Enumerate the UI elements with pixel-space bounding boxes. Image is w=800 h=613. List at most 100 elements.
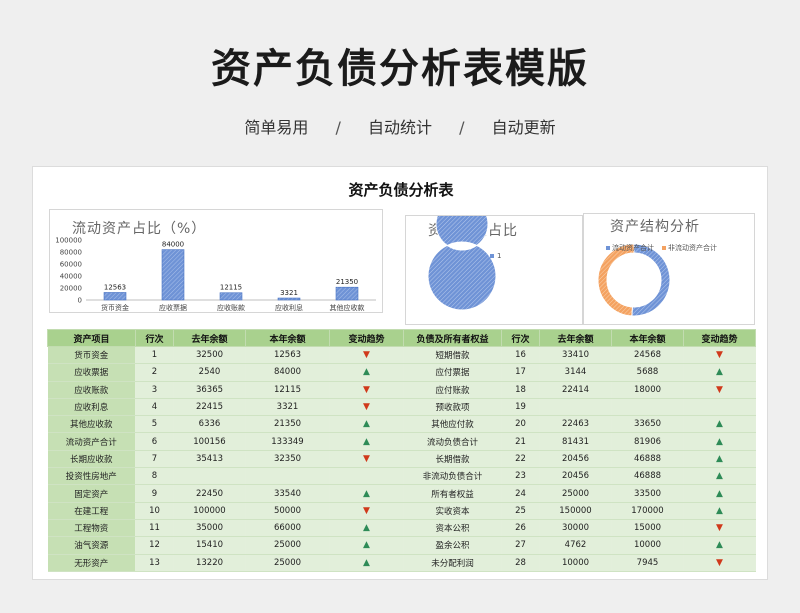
table-row: 工程物资 11 35000 66000 ▲ 资本公积 26 30000 15000 ▼ [47, 519, 756, 538]
trend-up-icon: ▲ [363, 557, 370, 568]
table-cell: 3 [135, 381, 174, 399]
table-header-cell: 变动趋势 [683, 329, 756, 347]
table-row: 无形资产 13 13220 25000 ▲ 未分配利润 28 10000 7945 ▼ [47, 554, 756, 572]
legend-swatch [490, 254, 494, 258]
table-cell: 46888 [611, 467, 684, 486]
donut-chart-panel-liability[interactable]: 资产负债占比 1 [405, 215, 583, 325]
trend-cell: ▲ [683, 467, 756, 486]
table-cell: 长期应收款 [47, 450, 136, 469]
table-cell: 1 [135, 346, 174, 365]
donut-chart-panel-structure[interactable]: 资产结构分析 流动资产合计 非流动资产合计 [583, 213, 755, 325]
trend-up-icon: ▲ [716, 367, 723, 378]
table-cell: 12563 [245, 346, 330, 365]
table-cell: 100000 [173, 502, 246, 520]
trend-cell [329, 467, 404, 486]
table-cell: 50000 [245, 502, 330, 520]
table-cell [245, 467, 330, 486]
donut-slice[interactable] [597, 243, 635, 317]
trend-cell [683, 398, 756, 417]
table-cell: 流动资产合计 [47, 432, 136, 451]
table-header-row: 资产项目 行次 去年余额 本年余额 变动趋势 负债及所有者权益 行次 去年余额 本年余额 变动趋势 [47, 329, 756, 347]
table-cell: 33650 [611, 415, 684, 434]
table-cell: 13220 [173, 554, 246, 572]
x-category-label: 应收票据 [159, 303, 187, 312]
bar[interactable] [335, 286, 359, 301]
trend-cell: ▼ [329, 381, 404, 399]
table-header-cell: 资产项目 [47, 329, 136, 347]
table-cell: 33500 [611, 484, 684, 503]
trend-cell: ▼ [329, 398, 404, 417]
table-cell: 流动负债合计 [403, 432, 502, 451]
table-cell: 实收资本 [403, 502, 502, 520]
donut-slice[interactable] [427, 216, 497, 311]
table-cell: 35413 [173, 450, 246, 469]
table-row: 长期应收款 7 35413 32350 ▼ 长期借款 22 20456 46888 ▲ [47, 450, 756, 469]
trend-cell: ▲ [329, 363, 404, 382]
bar-data-label: 12115 [220, 284, 242, 292]
trend-cell: ▼ [329, 346, 404, 365]
table-header-cell: 去年余额 [173, 329, 246, 347]
table-cell: 32500 [173, 346, 246, 365]
bar[interactable] [161, 249, 185, 301]
table-cell: 32350 [245, 450, 330, 469]
trend-cell: ▲ [683, 484, 756, 503]
trend-down-icon: ▼ [716, 384, 723, 395]
trend-up-icon: ▲ [363, 367, 370, 378]
table-header-cell: 去年余额 [539, 329, 612, 347]
table-cell: 13 [135, 554, 174, 572]
donut-slice[interactable] [631, 243, 671, 317]
table-row: 油气资源 12 15410 25000 ▲ 盈余公积 27 4762 10000 ▲ [47, 536, 756, 555]
trend-up-icon: ▲ [716, 540, 723, 551]
table-cell: 36365 [173, 381, 246, 399]
bar[interactable] [277, 297, 301, 301]
y-tick-label: 80000 [60, 249, 82, 257]
trend-down-icon: ▼ [363, 384, 370, 395]
table-cell: 应收票据 [47, 363, 136, 382]
table-cell: 12 [135, 536, 174, 555]
bar[interactable] [219, 292, 243, 301]
table-cell: 其他应收款 [47, 415, 136, 434]
table-cell: 4 [135, 398, 174, 417]
table-cell: 18000 [611, 381, 684, 399]
table-cell: 133349 [245, 432, 330, 451]
bar[interactable] [103, 292, 127, 301]
trend-cell: ▼ [683, 519, 756, 538]
y-tick-label: 0 [78, 297, 82, 305]
table-cell: 8 [135, 467, 174, 486]
table-cell: 10000 [611, 536, 684, 555]
table-header-cell: 本年余额 [611, 329, 684, 347]
table-cell: 所有者权益 [403, 484, 502, 503]
trend-cell: ▲ [683, 415, 756, 434]
table-cell: 应付账款 [403, 381, 502, 399]
table-cell: 固定资产 [47, 484, 136, 503]
table-cell: 33410 [539, 346, 612, 365]
table-cell: 油气资源 [47, 536, 136, 555]
table-cell: 20456 [539, 450, 612, 469]
table-cell: 30000 [539, 519, 612, 538]
table-cell: 非流动负债合计 [403, 467, 502, 486]
trend-cell: ▲ [329, 432, 404, 451]
table-cell: 23 [501, 467, 540, 486]
table-cell: 3144 [539, 363, 612, 382]
table-header-cell: 负债及所有者权益 [403, 329, 502, 347]
bar-chart-panel[interactable]: 流动资产占比（%） 100000 80000 60000 40000 20000 0 125… [49, 209, 383, 313]
table-cell: 20456 [539, 467, 612, 486]
table-cell: 长期借款 [403, 450, 502, 469]
y-tick-label: 20000 [60, 285, 82, 293]
table-cell: 6336 [173, 415, 246, 434]
trend-cell: ▲ [683, 432, 756, 451]
table-cell: 无形资产 [47, 554, 136, 572]
table-cell: 21 [501, 432, 540, 451]
table-cell: 未分配利润 [403, 554, 502, 572]
table-cell: 22 [501, 450, 540, 469]
trend-down-icon: ▼ [363, 453, 370, 464]
feature-separator: / [335, 118, 341, 137]
trend-up-icon: ▲ [363, 436, 370, 447]
table-cell: 25000 [245, 554, 330, 572]
y-tick-label: 40000 [60, 273, 82, 281]
table-row: 货币资金 1 32500 12563 ▼ 短期借款 16 33410 24568 ▼ [47, 346, 756, 365]
table-cell: 25000 [539, 484, 612, 503]
table-cell: 15410 [173, 536, 246, 555]
table-cell: 17 [501, 363, 540, 382]
legend-swatch [606, 246, 610, 250]
